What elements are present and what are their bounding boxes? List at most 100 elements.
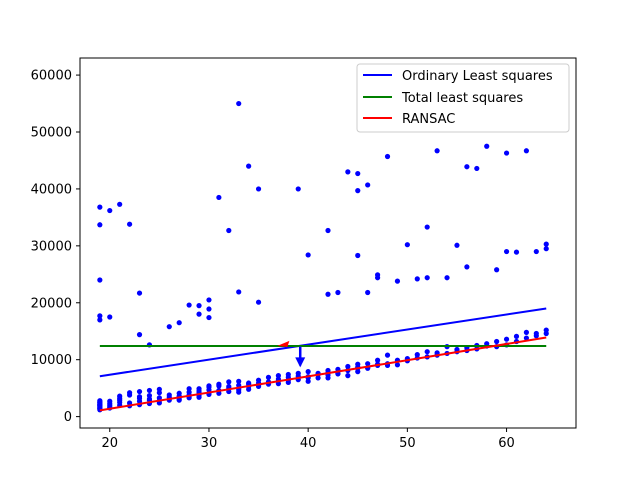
data-point xyxy=(394,362,401,368)
x-tick-label: 50 xyxy=(399,436,416,451)
data-point xyxy=(305,378,311,384)
data-point xyxy=(434,148,440,154)
data-point xyxy=(424,224,430,230)
data-point xyxy=(236,289,242,295)
data-point xyxy=(454,242,460,248)
data-point xyxy=(424,275,430,281)
data-point xyxy=(97,222,103,228)
data-point xyxy=(365,289,371,296)
legend: Ordinary Least squares Total least squar… xyxy=(356,63,570,133)
data-point xyxy=(107,207,113,214)
data-point xyxy=(97,204,103,210)
data-point xyxy=(365,361,371,367)
ols-line xyxy=(99,307,547,378)
data-point xyxy=(107,398,113,404)
data-point xyxy=(97,402,103,408)
left-arrow-head xyxy=(277,340,290,347)
data-point xyxy=(474,165,480,172)
legend-label-ols: Ordinary Least squares xyxy=(402,69,553,84)
data-point xyxy=(325,291,331,297)
data-point xyxy=(345,363,351,370)
data-point xyxy=(166,324,172,330)
data-point xyxy=(255,377,262,383)
data-point xyxy=(136,290,143,296)
data-point xyxy=(424,349,430,355)
data-point xyxy=(355,170,361,177)
legend-label-tls: Total least squares xyxy=(401,91,523,106)
data-point xyxy=(325,227,331,234)
y-axis: 0 10000 20000 30000 40000 50000 60000 xyxy=(31,69,80,425)
data-point xyxy=(275,373,281,379)
data-point xyxy=(265,374,272,380)
data-point xyxy=(236,389,242,395)
data-point xyxy=(246,386,252,392)
data-point xyxy=(206,383,212,389)
data-point xyxy=(117,397,123,403)
data-point xyxy=(533,330,539,337)
data-point xyxy=(335,289,341,296)
annotation-markers xyxy=(277,340,306,368)
data-point xyxy=(345,373,351,379)
data-point xyxy=(206,314,212,321)
data-point xyxy=(454,346,460,353)
data-point xyxy=(375,357,381,363)
data-point xyxy=(206,297,212,303)
data-point xyxy=(246,163,252,169)
data-point xyxy=(295,370,301,376)
data-point xyxy=(494,338,500,345)
data-point xyxy=(136,388,143,395)
data-point xyxy=(196,388,202,394)
data-point xyxy=(186,302,192,308)
data-point xyxy=(315,375,321,381)
data-point xyxy=(166,392,172,398)
data-point xyxy=(375,275,381,281)
data-point xyxy=(503,336,510,342)
data-point xyxy=(305,252,311,258)
data-point xyxy=(196,303,202,309)
data-point xyxy=(236,378,242,384)
data-point xyxy=(146,392,153,399)
data-point xyxy=(117,393,123,399)
data-point xyxy=(355,369,361,375)
data-point xyxy=(543,327,549,333)
x-tick-label: 40 xyxy=(300,436,317,451)
data-point xyxy=(97,317,103,323)
data-point xyxy=(543,246,549,252)
data-point xyxy=(226,383,232,390)
data-point xyxy=(136,394,143,400)
plot-area-frame xyxy=(79,57,577,429)
x-tick-label: 30 xyxy=(201,436,218,451)
y-tick-label: 60000 xyxy=(31,69,72,84)
data-point xyxy=(355,252,361,259)
legend-box xyxy=(356,63,570,133)
data-point xyxy=(345,169,351,175)
data-point xyxy=(255,299,262,305)
data-point xyxy=(97,277,103,283)
data-point xyxy=(146,387,153,394)
data-point xyxy=(484,143,490,149)
data-point xyxy=(226,227,232,234)
data-point xyxy=(186,386,192,392)
data-point xyxy=(176,320,182,326)
data-point xyxy=(533,248,539,255)
data-point xyxy=(444,275,450,281)
data-point xyxy=(494,267,500,273)
data-point xyxy=(365,182,371,188)
data-point xyxy=(523,335,530,341)
y-tick-label: 10000 xyxy=(31,353,72,368)
data-point xyxy=(216,194,222,201)
data-point xyxy=(216,381,222,387)
y-tick-label: 50000 xyxy=(31,126,72,141)
data-point xyxy=(255,186,262,192)
x-tick-label: 60 xyxy=(498,436,515,451)
legend-label-ransac: RANSAC xyxy=(402,112,455,127)
y-tick-label: 40000 xyxy=(31,182,72,197)
data-point xyxy=(305,369,311,375)
data-point xyxy=(503,150,510,156)
data-point xyxy=(156,386,162,392)
data-point xyxy=(355,188,361,194)
data-point xyxy=(513,333,520,339)
data-point xyxy=(196,311,202,317)
y-tick-label: 0 xyxy=(64,410,72,425)
